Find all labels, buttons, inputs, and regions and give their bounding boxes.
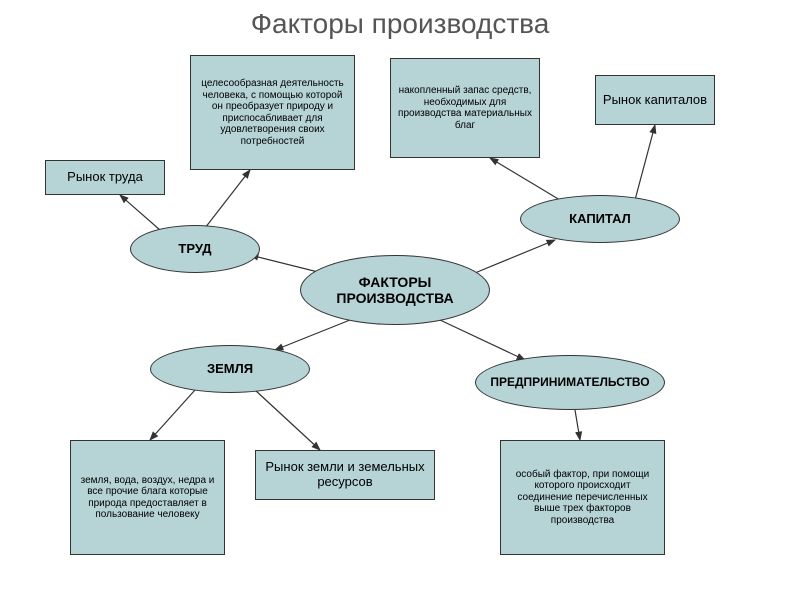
node-rynok_kap: Рынок капиталов <box>595 75 715 125</box>
edge-3 <box>440 320 525 360</box>
node-trud: ТРУД <box>130 225 260 273</box>
edge-4 <box>120 195 160 230</box>
edge-6 <box>490 158 560 200</box>
node-zemlya_desc: земля, вода, воздух, недра и все прочие … <box>70 440 225 555</box>
node-rynok_truda: Рынок труда <box>45 160 165 195</box>
edge-9 <box>255 390 320 450</box>
node-center: ФАКТОРЫ ПРОИЗВОДСТВА <box>300 255 490 325</box>
edge-7 <box>635 125 655 200</box>
node-kap_desc: накопленный запас средств, необходимых д… <box>390 58 540 158</box>
edge-5 <box>205 170 250 228</box>
edge-1 <box>470 240 555 275</box>
node-predpr: ПРЕДПРИНИМАТЕЛЬСТВО <box>475 355 665 410</box>
edge-10 <box>575 410 580 440</box>
node-trud_desc: целесообразная деятельность человека, с … <box>190 55 355 170</box>
node-zemlya: ЗЕМЛЯ <box>150 345 310 393</box>
edge-2 <box>275 320 350 350</box>
diagram-title: Факторы производства <box>251 8 550 40</box>
node-predpr_desc: особый фактор, при помощи которого проис… <box>500 440 665 555</box>
node-rynok_zemli: Рынок земли и земельных ресурсов <box>255 450 435 500</box>
node-kapital: КАПИТАЛ <box>520 195 680 243</box>
edge-8 <box>150 390 195 440</box>
